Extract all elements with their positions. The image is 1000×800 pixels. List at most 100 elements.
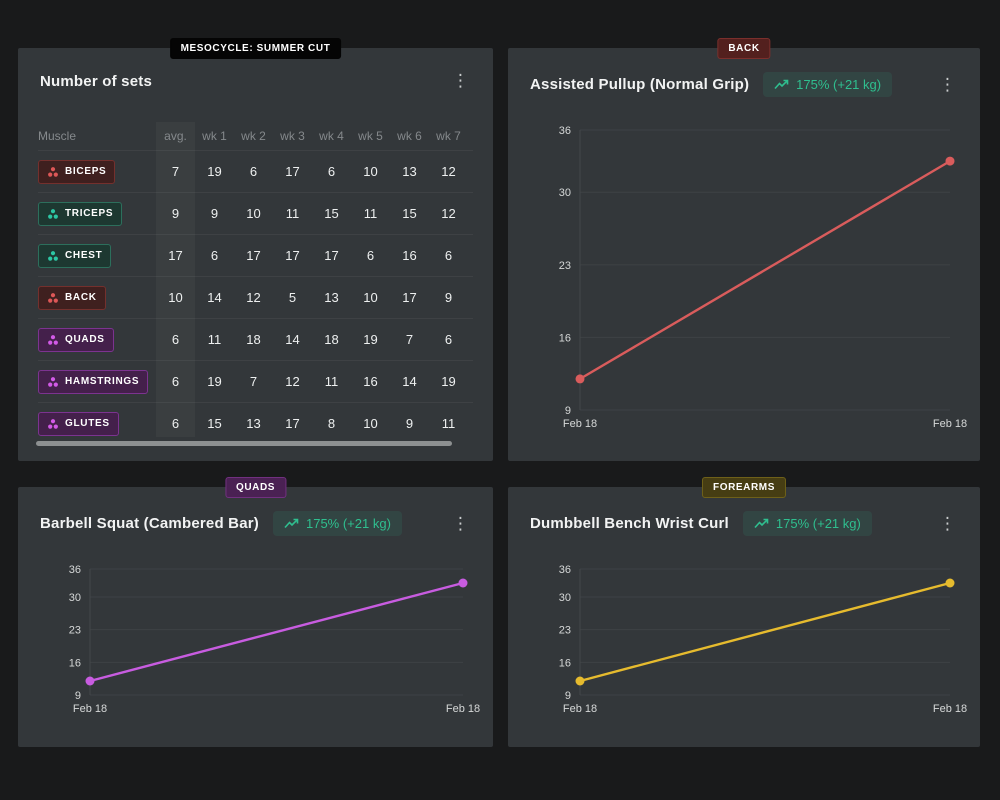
set-count-cell: 6 [366, 248, 375, 263]
muscle-badge: BICEPS [38, 159, 116, 184]
y-tick-label: 30 [559, 592, 571, 604]
series-line [578, 581, 952, 683]
sets-table: Muscle avg. wk 1 wk 2 wk 3 wk 4 wk 5 wk 6 wk 7 B… [38, 122, 473, 444]
muscle-dots-icon [48, 376, 58, 387]
set-count-cell: 18 [246, 332, 261, 347]
trend-label: 175% (+21 kg) [796, 77, 882, 92]
set-count-cell: 15 [402, 206, 417, 221]
x-tick-label: Feb 18 [933, 418, 967, 430]
line-chart: 36 30 23 16 9 Feb 18 Feb 18 [508, 108, 980, 460]
column-header-muscle: Muscle [38, 129, 77, 143]
kebab-menu-icon[interactable]: ⋮ [939, 74, 956, 94]
x-tick-label: Feb 18 [933, 703, 967, 715]
muscle-cell: BACK [38, 285, 156, 310]
mesocycle-tag-badge: MESOCYCLE: SUMMER CUT [169, 38, 342, 59]
data-point [458, 578, 468, 588]
trend-badge: 175% (+21 kg) [763, 72, 893, 97]
chart-panel-header: Assisted Pullup (Normal Grip) 175% (+21 … [508, 48, 980, 97]
set-count-cell: 9 [171, 206, 180, 221]
muscle-dots-icon [48, 334, 58, 345]
y-tick-label: 30 [559, 187, 571, 199]
data-point [575, 374, 585, 384]
table-row: BICEPS 7 19 6 17 6 10 13 12 [38, 150, 473, 192]
column-header: wk 7 [436, 129, 461, 143]
table-row: BACK 10 14 12 5 13 10 17 9 [38, 276, 473, 318]
table-row: CHEST 17 6 17 17 17 6 16 6 [38, 234, 473, 276]
y-tick-label: 9 [75, 690, 81, 702]
muscle-label: CHEST [65, 250, 103, 261]
kebab-menu-icon[interactable]: ⋮ [939, 513, 956, 533]
set-count-cell: 19 [207, 164, 222, 179]
exercise-title: Barbell Squat (Cambered Bar) [40, 515, 259, 532]
line-chart: 36 30 23 16 9 Feb 18 Feb 18 [18, 547, 493, 745]
y-tick-label: 30 [69, 592, 81, 604]
trending-up-icon [284, 518, 299, 529]
muscle-badge: GLUTES [38, 411, 119, 436]
trend-badge: 175% (+21 kg) [742, 511, 872, 536]
set-count-cell: 13 [402, 164, 417, 179]
set-count-cell: 11 [207, 332, 222, 347]
x-tick-label: Feb 18 [563, 703, 597, 715]
set-count-cell: 6 [249, 164, 258, 179]
table-header-row: Muscle avg. wk 1 wk 2 wk 3 wk 4 wk 5 wk 6 wk 7 [38, 122, 473, 150]
set-count-cell: 10 [363, 290, 378, 305]
set-count-cell: 10 [168, 290, 183, 305]
table-row: HAMSTRINGS 6 19 7 12 11 16 14 19 [38, 360, 473, 402]
y-tick-label: 9 [565, 405, 571, 417]
muscle-badge: BACK [38, 285, 106, 310]
kebab-menu-icon[interactable]: ⋮ [452, 513, 469, 533]
muscle-badge: TRICEPS [38, 201, 123, 226]
set-count-cell: 9 [405, 416, 414, 431]
set-count-cell: 10 [363, 416, 378, 431]
set-count-cell: 17 [285, 416, 300, 431]
set-count-cell: 17 [246, 248, 261, 263]
muscle-cell: BICEPS [38, 159, 156, 184]
set-count-cell: 15 [324, 206, 339, 221]
data-point [945, 578, 955, 588]
column-header: wk 4 [319, 129, 344, 143]
set-count-cell: 17 [285, 248, 300, 263]
set-count-cell: 17 [402, 290, 417, 305]
muscle-label: BACK [65, 292, 97, 303]
muscle-badge: QUADS [38, 327, 114, 352]
set-count-cell: 19 [207, 374, 222, 389]
y-tick-label: 16 [559, 332, 571, 344]
muscle-cell: QUADS [38, 327, 156, 352]
set-count-cell: 19 [441, 374, 456, 389]
set-count-cell: 6 [171, 332, 180, 347]
data-point [85, 676, 95, 686]
muscle-tag-badge: QUADS [224, 477, 287, 498]
muscle-label: BICEPS [65, 166, 107, 177]
horizontal-scrollbar[interactable] [36, 441, 452, 446]
trend-label: 175% (+21 kg) [305, 516, 391, 531]
muscle-cell: TRICEPS [38, 201, 156, 226]
set-count-cell: 14 [207, 290, 222, 305]
sets-panel: MESOCYCLE: SUMMER CUT Number of sets ⋮ M… [18, 38, 493, 461]
data-point [575, 676, 585, 686]
y-tick-label: 36 [69, 564, 81, 576]
set-count-cell: 10 [246, 206, 261, 221]
table-row: GLUTES 6 15 13 17 8 10 9 11 [38, 402, 473, 444]
set-count-cell: 8 [327, 416, 336, 431]
set-count-cell: 11 [441, 416, 456, 431]
set-count-cell: 12 [285, 374, 300, 389]
trending-up-icon [754, 518, 769, 529]
kebab-menu-icon[interactable]: ⋮ [452, 71, 469, 90]
set-count-cell: 19 [363, 332, 378, 347]
y-tick-label: 36 [559, 125, 571, 137]
x-tick-label: Feb 18 [446, 703, 480, 715]
muscle-label: GLUTES [65, 418, 110, 429]
chart-panel-header: Barbell Squat (Cambered Bar) 175% (+21 k… [18, 487, 493, 536]
set-count-cell: 6 [444, 248, 453, 263]
muscle-label: HAMSTRINGS [65, 376, 140, 387]
set-count-cell: 12 [246, 290, 261, 305]
set-count-cell: 15 [207, 416, 222, 431]
y-tick-label: 16 [69, 657, 81, 669]
set-count-cell: 9 [444, 290, 453, 305]
set-count-cell: 11 [285, 206, 300, 221]
set-count-cell: 11 [324, 374, 339, 389]
set-count-cell: 12 [441, 206, 456, 221]
